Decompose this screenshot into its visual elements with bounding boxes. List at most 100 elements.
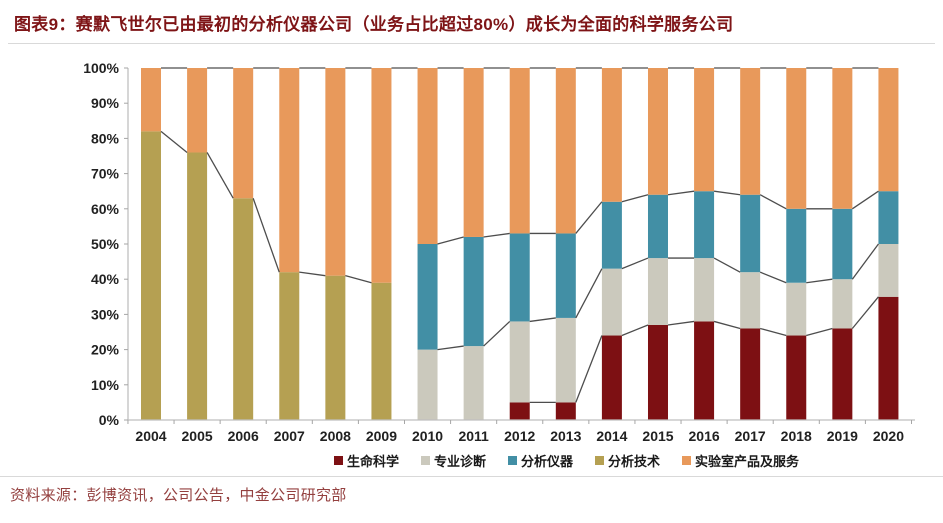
y-axis-label: 90% <box>91 95 120 111</box>
legend-swatch <box>507 455 517 465</box>
x-axis-label: 2019 <box>827 428 858 444</box>
y-axis-label: 20% <box>91 342 120 358</box>
series-line <box>299 271 326 277</box>
series-line <box>575 268 603 319</box>
bar-segment <box>740 272 761 329</box>
bar-segment <box>601 68 622 202</box>
legend-item: 分析仪器 <box>507 451 573 470</box>
series-line <box>759 194 787 210</box>
bar-segment <box>417 244 438 350</box>
x-axis-label: 2020 <box>873 428 904 444</box>
y-axis-label: 100% <box>83 60 119 76</box>
footer-divider <box>0 476 943 477</box>
bar-segment <box>647 258 668 325</box>
legend-label: 专业诊断 <box>433 453 486 469</box>
x-axis-label: 2005 <box>182 428 213 444</box>
bar-segment <box>509 68 530 234</box>
bar-segment <box>325 275 346 420</box>
bar-segment <box>694 191 715 259</box>
x-axis-label: 2013 <box>550 428 581 444</box>
series-line <box>760 327 787 337</box>
y-axis-label: 30% <box>91 306 120 322</box>
bar-segment <box>509 321 530 403</box>
x-axis-label: 2004 <box>135 428 166 444</box>
bar-segment <box>694 68 715 192</box>
legend-label: 分析技术 <box>608 453 661 469</box>
legend-item: 专业诊断 <box>420 451 486 470</box>
bar-segment <box>832 208 853 280</box>
series-line <box>851 243 879 280</box>
bar-segment <box>786 335 807 420</box>
x-axis-label: 2010 <box>412 428 443 444</box>
bar-segment <box>786 68 807 209</box>
y-axis-label: 40% <box>91 271 120 287</box>
legend-item: 实验室产品及服务 <box>682 451 799 470</box>
bar-segment <box>279 272 300 420</box>
stacked-bar-chart: 0% 10% 20% 30% 40% 50% 60% 70% 80% 90% 100% 2004 200… <box>83 60 915 444</box>
series-line <box>252 198 280 273</box>
bar-segment <box>141 68 161 132</box>
series-line <box>713 257 741 273</box>
bar-segment <box>371 282 392 420</box>
bar-segment <box>647 324 668 420</box>
x-axis-label: 2011 <box>458 428 489 444</box>
y-axis-label: 60% <box>91 201 120 217</box>
x-axis-label: 2009 <box>366 428 397 444</box>
legend-item: 分析技术 <box>595 451 660 470</box>
bar-segment <box>832 68 853 209</box>
x-axis-label: 2014 <box>596 428 627 444</box>
bar-segment <box>740 68 761 195</box>
series-line <box>160 130 188 153</box>
bar-segment <box>878 296 899 420</box>
bar-segment <box>601 335 622 420</box>
y-axis-label: 70% <box>91 166 120 182</box>
bar-segment <box>509 233 530 322</box>
series-line <box>851 190 879 210</box>
y-axis-label: 50% <box>91 236 120 252</box>
bar-segment <box>233 198 254 420</box>
bar-segment <box>555 402 576 420</box>
legend-swatch <box>333 455 343 465</box>
series-line <box>483 320 511 347</box>
series-line <box>575 201 603 234</box>
bar-segment <box>279 68 300 273</box>
bar-segment <box>694 321 715 420</box>
y-axis-label: 80% <box>91 130 120 146</box>
bar-segment <box>832 328 853 420</box>
chart-legend: 生命科学 专业诊断 分析仪器 分析技术 实验室产品及服务 <box>128 451 915 469</box>
bar-segment <box>555 233 576 318</box>
x-axis-label: 2006 <box>228 428 259 444</box>
x-axis-label: 2007 <box>274 428 305 444</box>
x-axis-label: 2017 <box>735 428 766 444</box>
series-line <box>437 236 464 245</box>
bar-segment <box>417 68 438 244</box>
source-note: 资料来源：彭博资讯，公司公告，中金公司研究部 <box>10 487 347 504</box>
series-line <box>621 194 649 203</box>
series-line <box>345 275 372 284</box>
legend-swatch <box>420 455 430 465</box>
y-axis-label: 0% <box>99 412 120 428</box>
bar-segment <box>694 258 715 322</box>
series-line <box>806 278 833 284</box>
bar-segment <box>786 282 807 336</box>
series-line <box>575 335 603 403</box>
bar-segment <box>463 68 484 237</box>
bar-segment <box>647 68 668 195</box>
series-line <box>806 327 833 337</box>
bar-segment <box>371 68 392 283</box>
bar-segment <box>832 279 853 329</box>
legend-label: 分析仪器 <box>520 453 573 469</box>
bar-segment <box>141 131 161 421</box>
series-line <box>621 324 649 337</box>
x-axis-label: 2015 <box>642 428 673 444</box>
bar-segment <box>325 68 346 276</box>
bar-segment <box>463 346 484 420</box>
series-line <box>529 317 556 323</box>
chart-title: 图表9：赛默飞世尔已由最初的分析仪器公司（业务占比超过80%）成长为全面的科学服… <box>14 15 734 34</box>
series-line <box>713 320 741 330</box>
title-divider <box>8 43 935 44</box>
bar-segment <box>647 194 668 259</box>
bar-segment <box>601 201 622 269</box>
x-axis-label: 2008 <box>320 428 351 444</box>
